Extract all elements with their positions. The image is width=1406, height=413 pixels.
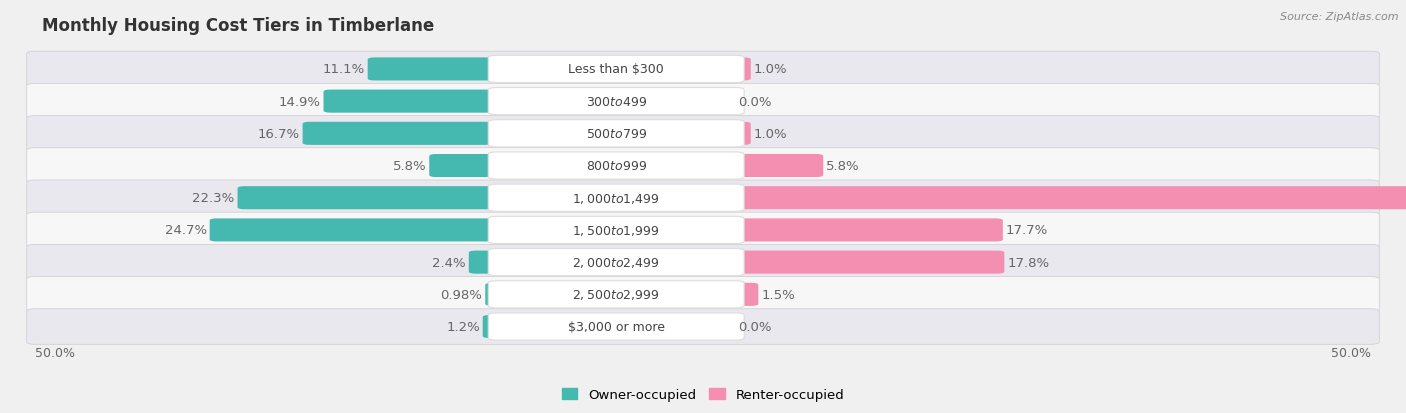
Legend: Owner-occupied, Renter-occupied: Owner-occupied, Renter-occupied [557,383,849,406]
FancyBboxPatch shape [468,251,510,274]
FancyBboxPatch shape [721,219,1002,242]
FancyBboxPatch shape [488,56,744,83]
Text: 0.0%: 0.0% [738,320,772,333]
Text: $300 to $499: $300 to $499 [585,95,647,108]
FancyBboxPatch shape [27,309,1379,344]
FancyBboxPatch shape [27,84,1379,120]
FancyBboxPatch shape [488,217,744,244]
FancyBboxPatch shape [721,187,1406,210]
Text: 17.8%: 17.8% [1007,256,1049,269]
FancyBboxPatch shape [721,283,758,306]
Text: $800 to $999: $800 to $999 [585,160,647,173]
Text: Monthly Housing Cost Tiers in Timberlane: Monthly Housing Cost Tiers in Timberlane [42,17,434,34]
Text: 24.7%: 24.7% [165,224,207,237]
Text: 50.0%: 50.0% [35,347,75,360]
Text: Less than $300: Less than $300 [568,63,664,76]
FancyBboxPatch shape [488,281,744,308]
Text: $2,000 to $2,499: $2,000 to $2,499 [572,256,659,269]
Text: 5.8%: 5.8% [827,160,859,173]
FancyBboxPatch shape [488,185,744,212]
FancyBboxPatch shape [488,249,744,276]
FancyBboxPatch shape [368,58,510,81]
Text: 50.0%: 50.0% [1331,347,1371,360]
FancyBboxPatch shape [27,52,1379,88]
FancyBboxPatch shape [488,313,744,340]
FancyBboxPatch shape [27,245,1379,280]
Text: $1,000 to $1,499: $1,000 to $1,499 [572,191,659,205]
Text: 0.98%: 0.98% [440,288,482,301]
Text: 22.3%: 22.3% [193,192,235,205]
Text: 5.8%: 5.8% [392,160,426,173]
Text: 1.0%: 1.0% [754,63,787,76]
FancyBboxPatch shape [238,187,510,210]
FancyBboxPatch shape [27,213,1379,248]
FancyBboxPatch shape [482,315,510,338]
FancyBboxPatch shape [488,88,744,116]
FancyBboxPatch shape [488,152,744,180]
Text: 11.1%: 11.1% [322,63,366,76]
Text: $500 to $799: $500 to $799 [585,128,647,140]
FancyBboxPatch shape [27,277,1379,312]
Text: 2.4%: 2.4% [432,256,465,269]
FancyBboxPatch shape [488,121,744,147]
Text: 0.0%: 0.0% [738,95,772,108]
FancyBboxPatch shape [721,251,1004,274]
FancyBboxPatch shape [323,90,510,114]
FancyBboxPatch shape [27,180,1379,216]
Text: 1.0%: 1.0% [754,128,787,140]
Text: 17.7%: 17.7% [1005,224,1047,237]
FancyBboxPatch shape [302,123,510,145]
Text: $1,500 to $1,999: $1,500 to $1,999 [572,223,659,237]
FancyBboxPatch shape [209,219,510,242]
Text: 16.7%: 16.7% [257,128,299,140]
Text: 14.9%: 14.9% [278,95,321,108]
FancyBboxPatch shape [27,116,1379,152]
FancyBboxPatch shape [721,58,751,81]
FancyBboxPatch shape [721,154,824,178]
Text: Source: ZipAtlas.com: Source: ZipAtlas.com [1281,12,1399,22]
FancyBboxPatch shape [485,283,510,306]
Text: $3,000 or more: $3,000 or more [568,320,665,333]
FancyBboxPatch shape [27,148,1379,184]
Text: 1.2%: 1.2% [446,320,479,333]
Text: $2,500 to $2,999: $2,500 to $2,999 [572,287,659,301]
FancyBboxPatch shape [721,123,751,145]
Text: 1.5%: 1.5% [761,288,794,301]
FancyBboxPatch shape [429,154,510,178]
